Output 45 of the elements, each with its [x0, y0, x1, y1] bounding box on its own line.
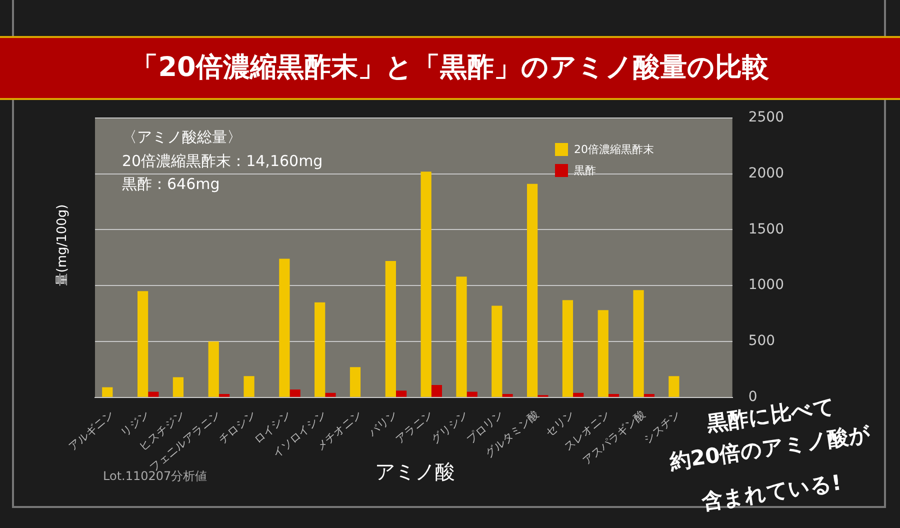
- bar: [385, 261, 396, 397]
- bar: [431, 385, 442, 397]
- y-tick-label: 2500: [748, 110, 784, 126]
- bar: [608, 394, 620, 397]
- chart-title: 「20倍濃縮黒酢末」と「黒酢」のアミノ酸量の比較: [0, 36, 900, 100]
- text: 含まれている!: [700, 469, 844, 516]
- legend-label: 黒酢: [574, 163, 596, 178]
- bar: [466, 392, 478, 397]
- y-tick-label: 0: [748, 388, 758, 405]
- bar: [218, 394, 230, 397]
- bar: [137, 291, 148, 397]
- bar: [396, 390, 407, 397]
- bar: [562, 300, 574, 397]
- text: Lot.110207分析値: [103, 469, 208, 485]
- bar: [102, 387, 113, 397]
- bar: [208, 341, 219, 397]
- y-axis-title: 量(mg/100g): [54, 204, 71, 286]
- bar: [644, 394, 654, 397]
- y-tick-label: 1500: [748, 221, 784, 238]
- bar: [526, 184, 538, 397]
- annotation: 20倍濃縮黒酢末：14,160mg: [122, 152, 323, 171]
- bar: [598, 310, 608, 397]
- annotation: 黒酢：646mg: [122, 175, 220, 194]
- bar: [314, 302, 326, 397]
- y-tick-label: 1000: [748, 277, 784, 294]
- y-tick-label: 500: [748, 333, 776, 350]
- legend-label: 20倍濃縮黒酢末: [574, 142, 654, 157]
- annotation: 〈アミノ酸総量〉: [122, 128, 242, 147]
- bar: [502, 394, 513, 397]
- bar: [350, 367, 361, 397]
- bar: [172, 377, 184, 397]
- bar: [668, 376, 680, 397]
- bar: [492, 306, 502, 397]
- bar: [420, 172, 432, 397]
- bar: [279, 258, 290, 397]
- x-axis-title: アミノ酸: [375, 458, 455, 486]
- bar: [456, 276, 467, 397]
- bar: [148, 392, 159, 397]
- bar: [325, 392, 336, 397]
- y-tick-label: 2000: [748, 166, 784, 182]
- bar: [290, 390, 300, 397]
- bar: [573, 392, 584, 397]
- bar: [244, 376, 254, 397]
- bar: [633, 290, 644, 397]
- x-tick-label: アルギニン: [66, 408, 116, 454]
